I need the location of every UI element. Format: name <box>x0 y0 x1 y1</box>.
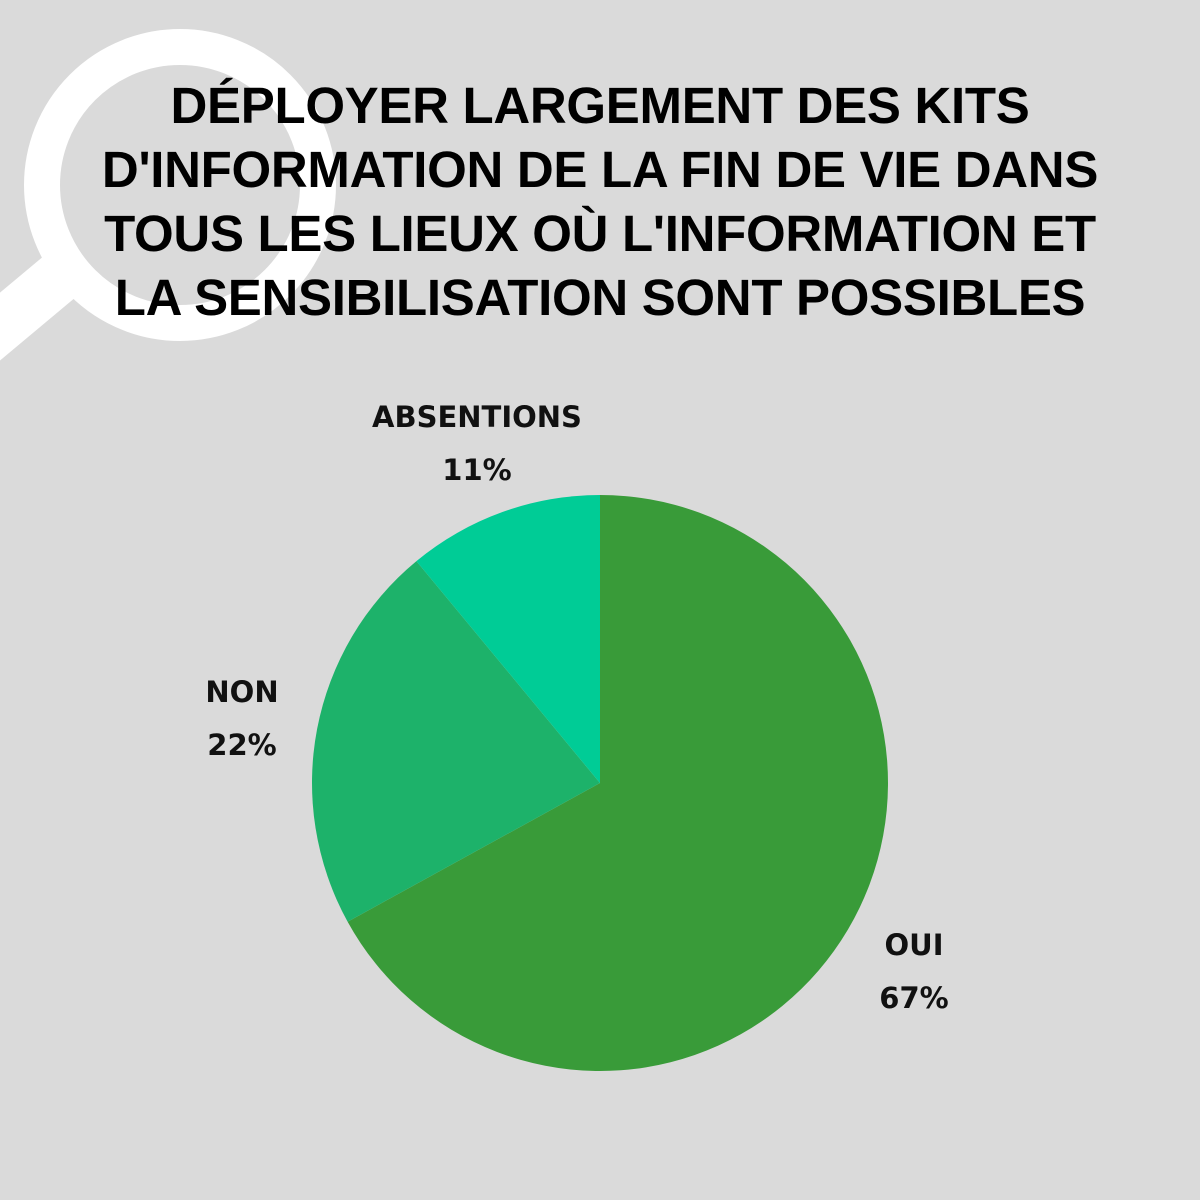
slice-value-absentions: 11% <box>442 453 511 487</box>
title-line-3: TOUS LES LIEUX OÙ L'INFORMATION ET <box>104 205 1096 262</box>
title-line-1: DÉPLOYER LARGEMENT DES KITS <box>170 77 1030 134</box>
slice-value-oui: 67% <box>879 981 948 1015</box>
slice-label-non: NON <box>205 675 278 709</box>
pie-slice-oui <box>347 495 889 1072</box>
magnifier-handle <box>0 248 87 361</box>
pie-slice-absentions <box>416 495 600 783</box>
magnifier-lens <box>24 29 336 341</box>
slice-label-absentions: ABSENTIONS <box>372 400 582 434</box>
title-line-2: D'INFORMATION DE LA FIN DE VIE DANS <box>101 141 1099 198</box>
magnifier-icon <box>0 29 336 361</box>
slice-label-oui: OUI <box>885 928 944 962</box>
slice-value-non: 22% <box>207 728 276 762</box>
pie-slice-non <box>312 561 600 922</box>
title-line-4: LA SENSIBILISATION SONT POSSIBLES <box>114 269 1086 326</box>
chart-title: DÉPLOYER LARGEMENT DES KITS D'INFORMATIO… <box>40 74 1160 330</box>
